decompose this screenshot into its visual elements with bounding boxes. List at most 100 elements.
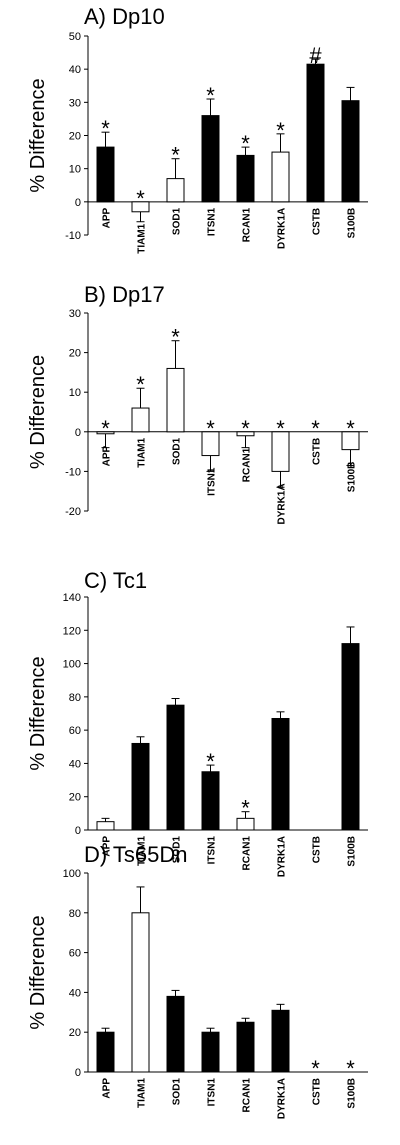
category-label-1-5: DYRK1A [277, 483, 288, 524]
y-tick-label-1-5: 30 [69, 308, 81, 320]
significance-marker-1-7: * [346, 416, 355, 441]
category-label-3-0: APP [102, 1078, 113, 1099]
category-label-1-4: RCAN1 [242, 447, 253, 482]
significance-marker-1-5: * [276, 416, 285, 441]
significance-marker-0-2: * [171, 143, 180, 168]
bar-3-1 [131, 912, 150, 1073]
category-label-0-0: APP [102, 208, 113, 229]
category-label-1-3: ITSN1 [207, 467, 218, 496]
bar-0-3 [201, 115, 220, 203]
bar-0-4 [236, 154, 255, 203]
chart-title-0: A) Dp10 [84, 4, 165, 29]
category-label-0-1: TIAM1 [137, 223, 148, 253]
y-tick-label-0-0: -10 [65, 230, 81, 242]
significance-marker-0-5: * [276, 118, 285, 143]
y-tick-label-0-1: 0 [75, 197, 81, 209]
chart-title-3: D) Ts65Dn [84, 842, 188, 867]
significance-marker-1-0: * [101, 416, 110, 441]
category-label-1-0: APP [102, 445, 113, 466]
y-tick-label-0-2: 10 [69, 164, 81, 176]
significance-marker-0-0: * [101, 116, 110, 141]
significance-marker-1-2: * [171, 325, 180, 350]
y-tick-label-2-0: 0 [75, 825, 81, 837]
category-label-0-2: SOD1 [172, 207, 183, 235]
significance-marker-1-3: * [206, 416, 215, 441]
y-axis-label-0: % Difference [27, 78, 49, 192]
y-tick-label-3-2: 40 [69, 987, 81, 999]
category-label-2-3: ITSN1 [207, 836, 218, 865]
y-tick-label-3-5: 100 [63, 868, 81, 880]
bar-3-4 [236, 1021, 255, 1073]
category-label-1-7: S100B [347, 462, 358, 493]
significance-marker-1-1: * [136, 372, 145, 397]
bar-3-2 [166, 995, 185, 1073]
category-label-1-2: SOD1 [172, 437, 183, 465]
significance-marker-1-6: * [311, 416, 320, 441]
category-label-3-7: S100B [347, 1078, 358, 1109]
category-label-0-7: S100B [347, 208, 358, 239]
y-tick-label-3-1: 20 [69, 1027, 81, 1039]
category-label-2-2: SOD1 [172, 836, 183, 864]
bar-2-7 [341, 643, 360, 831]
category-label-2-7: S100B [347, 836, 358, 867]
significance-marker-0-4: * [241, 131, 250, 156]
bar-0-7 [341, 100, 360, 203]
y-tick-label-1-4: 20 [69, 348, 81, 360]
category-label-0-4: RCAN1 [242, 207, 253, 242]
bar-2-2 [166, 704, 185, 831]
bar-0-5 [271, 151, 290, 203]
y-tick-label-3-3: 60 [69, 948, 81, 960]
significance-marker-2-4: * [241, 796, 250, 821]
bar-2-5 [271, 717, 290, 831]
bar-0-1 [131, 201, 150, 213]
y-tick-label-2-5: 100 [63, 659, 81, 671]
y-tick-label-0-4: 30 [69, 97, 81, 109]
y-tick-label-2-3: 60 [69, 725, 81, 737]
y-tick-label-2-7: 140 [63, 592, 81, 604]
category-label-2-0: APP [102, 836, 113, 857]
y-tick-label-3-0: 0 [75, 1067, 81, 1079]
significance-marker-0-1: * [136, 186, 145, 211]
category-label-3-2: SOD1 [172, 1078, 183, 1106]
category-label-3-5: DYRK1A [277, 1078, 288, 1119]
y-tick-label-2-1: 20 [69, 792, 81, 804]
y-tick-label-0-5: 40 [69, 64, 81, 76]
significance-marker-3-7: * [346, 1056, 355, 1081]
category-label-2-6: CSTB [312, 836, 323, 863]
bar-0-2 [166, 178, 185, 203]
chart-title-2: C) Tc1 [84, 568, 147, 593]
y-tick-label-2-6: 120 [63, 625, 81, 637]
y-tick-label-1-2: 0 [75, 427, 81, 439]
category-label-3-3: ITSN1 [207, 1078, 218, 1107]
category-label-2-5: DYRK1A [277, 836, 288, 877]
chart-title-1: B) Dp17 [84, 282, 165, 307]
bar-1-2 [166, 367, 185, 433]
bar-3-0 [96, 1031, 115, 1073]
category-label-2-1: TIAM1 [137, 836, 148, 866]
y-tick-label-1-0: -20 [65, 506, 81, 518]
bar-2-1 [131, 742, 150, 831]
bar-0-6 [306, 63, 325, 203]
significance-marker-3-6: * [311, 1056, 320, 1081]
y-tick-label-0-3: 20 [69, 131, 81, 143]
y-axis-label-3: % Difference [27, 915, 49, 1029]
bar-2-3 [201, 771, 220, 831]
bar-3-5 [271, 1009, 290, 1073]
y-tick-label-2-4: 80 [69, 692, 81, 704]
category-label-2-4: RCAN1 [242, 836, 253, 871]
category-label-0-3: ITSN1 [207, 207, 218, 236]
significance-marker-0-3: * [206, 83, 215, 108]
y-axis-label-2: % Difference [27, 656, 49, 770]
significance-marker-1-4: * [241, 416, 250, 441]
bar-0-0 [96, 146, 115, 203]
category-label-1-1: TIAM1 [137, 437, 148, 467]
category-label-3-4: RCAN1 [242, 1078, 253, 1113]
significance-marker-0-6: # [309, 43, 322, 68]
category-label-0-6: CSTB [312, 208, 323, 235]
y-tick-label-1-3: 10 [69, 387, 81, 399]
bar-1-1 [131, 407, 150, 433]
category-label-1-6: CSTB [312, 438, 323, 465]
y-tick-label-0-6: 50 [69, 31, 81, 43]
category-label-3-6: CSTB [312, 1078, 323, 1105]
